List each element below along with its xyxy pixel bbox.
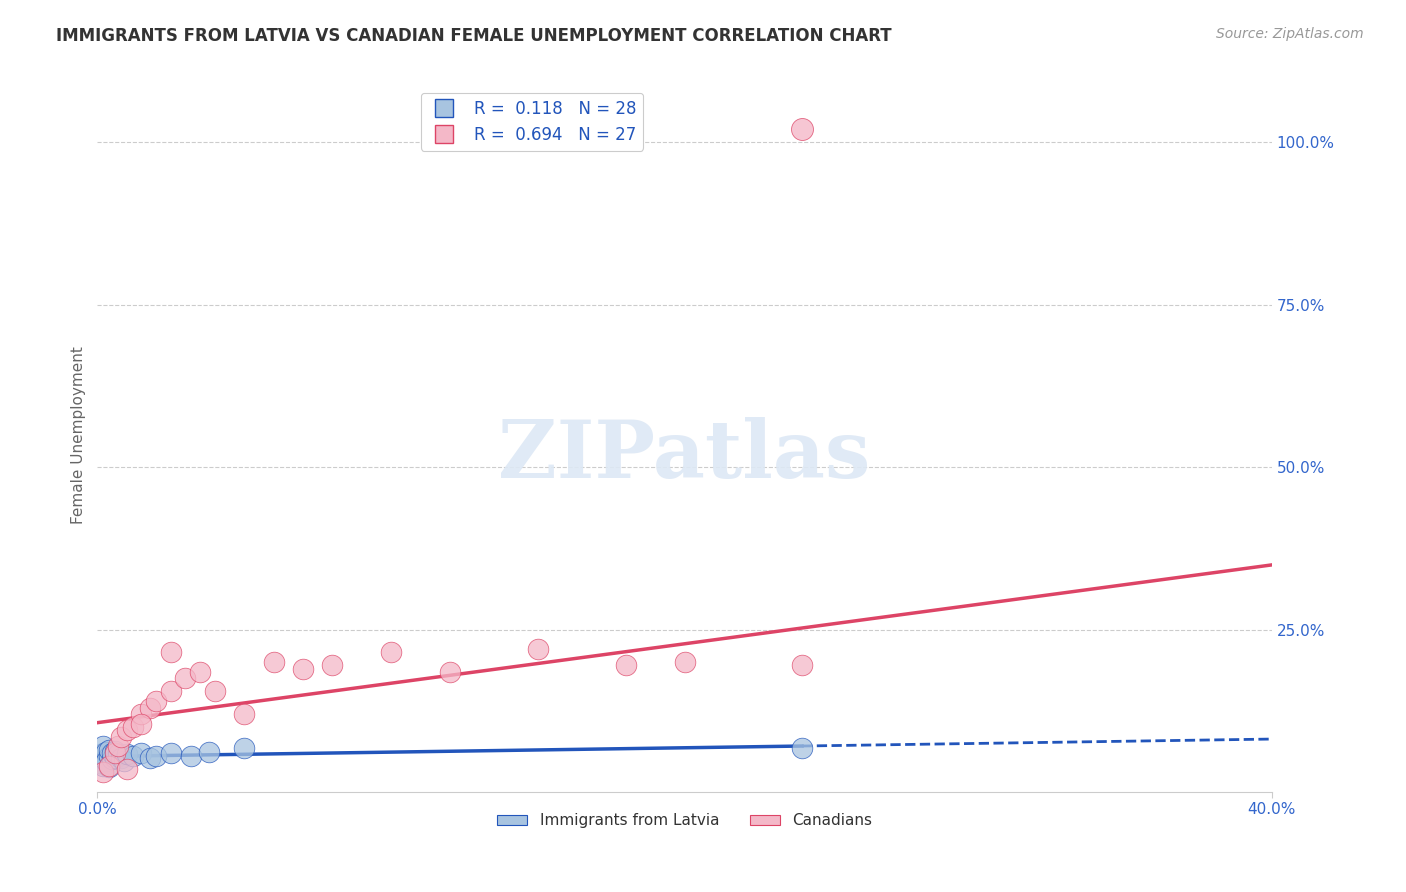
Point — [159, 684, 181, 698]
Point — [98, 760, 121, 774]
Point — [104, 744, 127, 758]
Point — [110, 751, 132, 765]
Point — [790, 658, 813, 673]
Point — [673, 655, 696, 669]
Point — [110, 730, 132, 744]
Point — [101, 746, 124, 760]
Point — [614, 658, 637, 673]
Point — [101, 752, 124, 766]
Point — [91, 765, 114, 780]
Point — [112, 754, 135, 768]
Point — [139, 751, 162, 765]
Point — [91, 739, 114, 754]
Point — [107, 739, 129, 754]
Legend: Immigrants from Latvia, Canadians: Immigrants from Latvia, Canadians — [491, 807, 879, 834]
Point — [145, 694, 167, 708]
Point — [91, 759, 114, 773]
Point — [188, 665, 211, 679]
Y-axis label: Female Unemployment: Female Unemployment — [72, 346, 86, 524]
Point — [204, 684, 226, 698]
Point — [198, 745, 221, 759]
Point — [321, 658, 343, 673]
Point — [180, 749, 202, 764]
Point — [790, 122, 813, 136]
Point — [96, 745, 118, 759]
Point — [131, 716, 153, 731]
Point — [121, 720, 143, 734]
Point — [98, 759, 121, 773]
Point — [263, 655, 285, 669]
Point — [159, 746, 181, 760]
Point — [91, 746, 114, 760]
Point — [96, 752, 118, 766]
Point — [115, 747, 138, 762]
Point — [115, 762, 138, 776]
Point — [104, 746, 127, 760]
Point — [104, 750, 127, 764]
Point — [233, 740, 256, 755]
Point — [439, 665, 461, 679]
Point — [98, 743, 121, 757]
Point — [790, 740, 813, 755]
Point — [291, 661, 314, 675]
Point — [131, 746, 153, 760]
Point — [115, 723, 138, 738]
Point — [233, 706, 256, 721]
Point — [121, 749, 143, 764]
Point — [107, 747, 129, 762]
Point — [89, 756, 111, 770]
Point — [139, 700, 162, 714]
Point — [527, 642, 550, 657]
Point — [380, 645, 402, 659]
Text: ZIPatlas: ZIPatlas — [499, 417, 870, 495]
Point — [96, 754, 118, 768]
Point — [145, 749, 167, 764]
Point — [174, 671, 197, 685]
Point — [159, 645, 181, 659]
Point — [98, 749, 121, 764]
Point — [131, 706, 153, 721]
Point — [89, 749, 111, 764]
Text: IMMIGRANTS FROM LATVIA VS CANADIAN FEMALE UNEMPLOYMENT CORRELATION CHART: IMMIGRANTS FROM LATVIA VS CANADIAN FEMAL… — [56, 27, 891, 45]
Text: Source: ZipAtlas.com: Source: ZipAtlas.com — [1216, 27, 1364, 41]
